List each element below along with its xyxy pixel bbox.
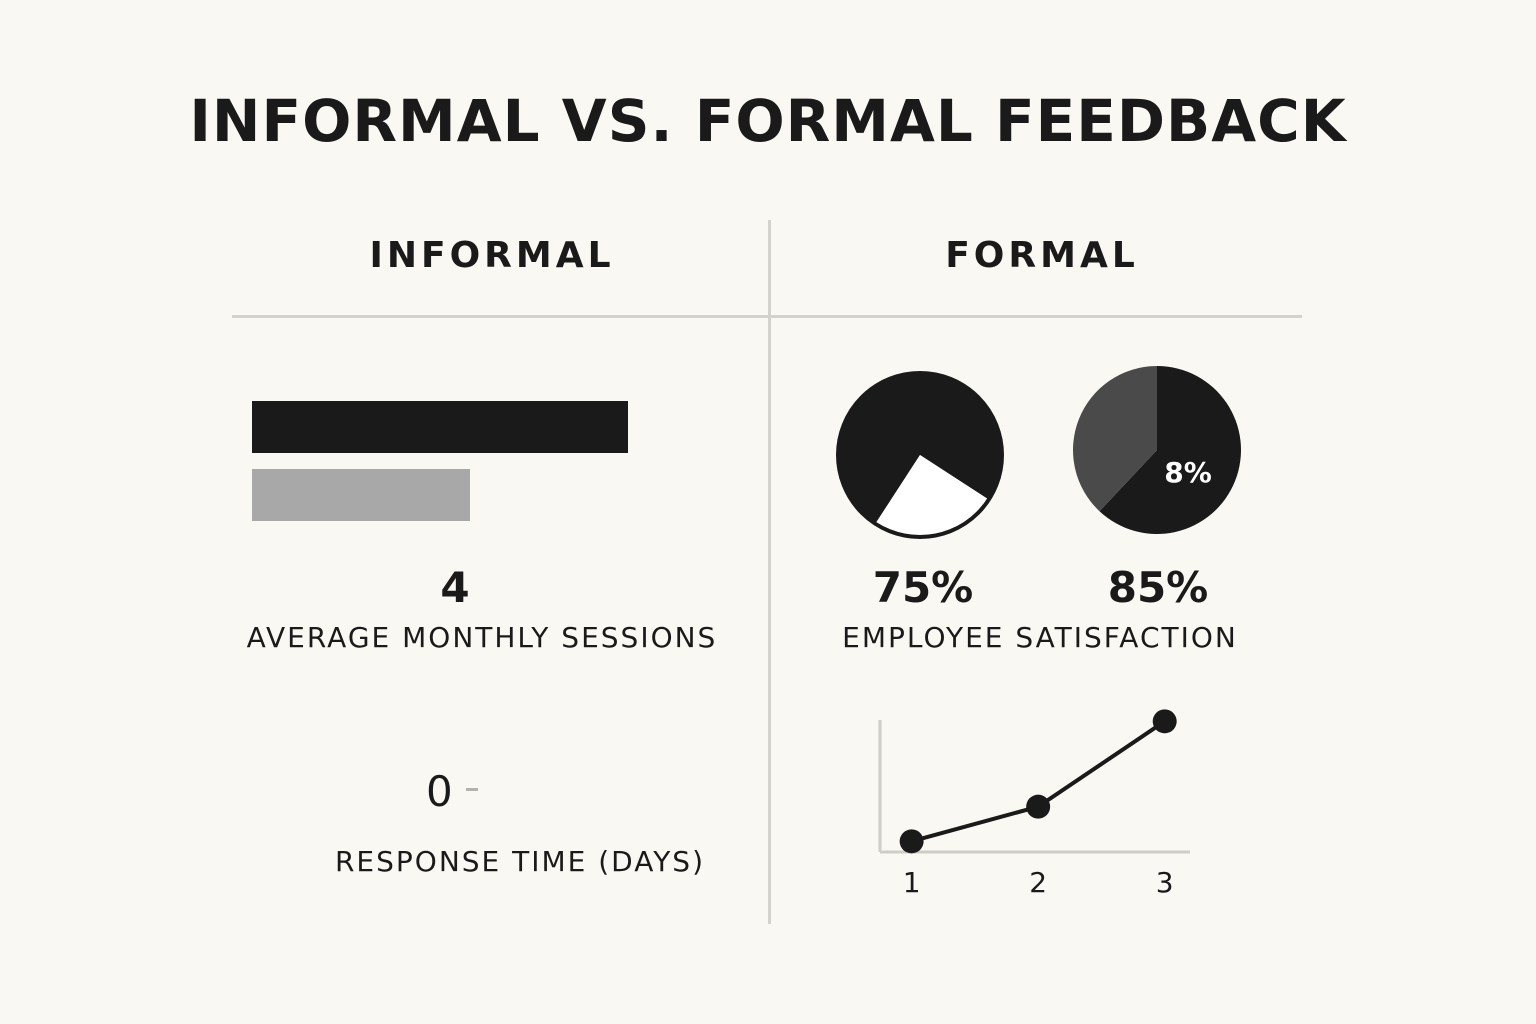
response-time-label: RESPONSE TIME (DAYS) <box>334 845 706 878</box>
sessions-label: AVERAGE MONTHLY SESSIONS <box>246 621 718 654</box>
horizontal-divider <box>232 315 1302 318</box>
response-time-value: 0 <box>426 767 453 816</box>
trend-line <box>911 719 1166 844</box>
data-point <box>1152 709 1177 734</box>
data-point <box>1026 794 1051 819</box>
pie-85-inner-label: 8% <box>1164 456 1212 489</box>
bar-secondary <box>252 469 470 521</box>
pie-75-slice-0 <box>837 373 1002 524</box>
pie-75-outline <box>836 371 1004 539</box>
pie-75-value: 75% <box>872 563 974 612</box>
vertical-divider <box>768 220 771 924</box>
x-tick-label: 1 <box>903 866 921 899</box>
pie-85-slice-0 <box>1099 366 1241 534</box>
response-time-tick <box>466 788 478 791</box>
bar-primary <box>252 401 628 453</box>
data-point <box>899 829 924 854</box>
pie-85-value: 85% <box>1107 563 1209 612</box>
formal-heading: FORMAL <box>945 235 1139 276</box>
page-title: INFORMAL VS. FORMAL FEEDBACK <box>189 87 1347 155</box>
x-tick-label: 2 <box>1029 866 1047 899</box>
sessions-value: 4 <box>440 563 470 612</box>
informal-heading: INFORMAL <box>369 235 615 276</box>
pie-85-slice-1 <box>1073 366 1157 512</box>
x-tick-label: 3 <box>1156 866 1174 899</box>
pie-75-slice-1 <box>875 455 989 538</box>
satisfaction-label: EMPLOYEE SATISFACTION <box>842 621 1238 654</box>
